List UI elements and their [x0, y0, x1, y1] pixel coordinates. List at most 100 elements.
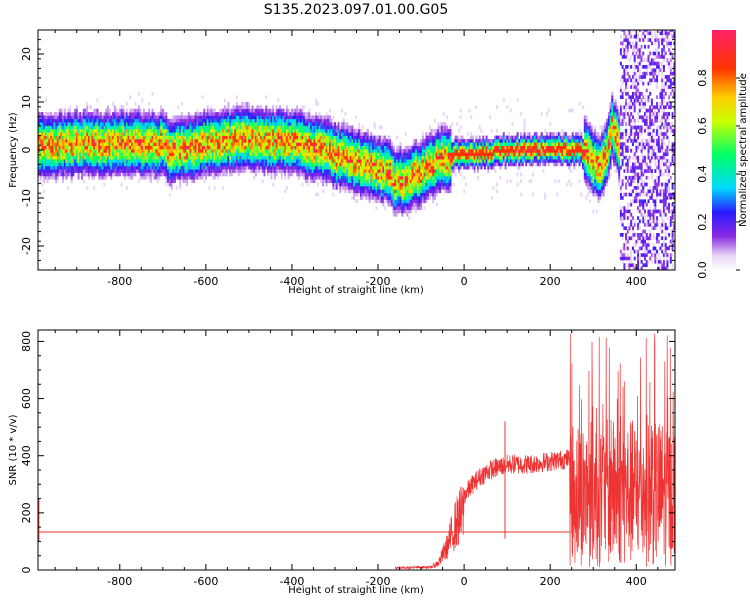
spectrogram-cell	[366, 128, 369, 133]
spectrogram-cell	[246, 159, 249, 163]
spectrogram-cell	[404, 152, 407, 157]
spectrogram-cell	[48, 175, 51, 180]
spectrogram-cell	[65, 139, 68, 143]
spectrogram-cell	[341, 142, 343, 146]
spectrogram-cell	[81, 149, 83, 153]
spectrogram-cell	[399, 142, 402, 146]
spectrogram-cell	[292, 112, 295, 116]
spectrogram-cell	[105, 169, 108, 173]
spectrogram-cell	[265, 128, 268, 133]
spectrogram-cell	[415, 159, 417, 163]
spectrogram-cell	[50, 135, 53, 140]
spectrogram-cell	[151, 135, 154, 140]
spectrogram-cell	[273, 115, 276, 120]
spectrogram-cell	[452, 152, 455, 157]
spectrogram-cell	[60, 122, 63, 126]
spectrogram-cell	[186, 165, 189, 170]
spectrogram-cell	[79, 155, 82, 160]
spectrogram-cell	[38, 155, 40, 160]
spectrogram-cell	[139, 112, 142, 116]
spectrogram-cell	[430, 159, 433, 163]
spectrogram-cell	[213, 172, 216, 177]
spectrogram-cell	[347, 128, 350, 133]
spectrogram-cell	[370, 169, 373, 173]
spectrogram-cell	[242, 128, 245, 133]
spectrogram-cell	[425, 199, 428, 204]
spectrogram-cell	[299, 165, 302, 170]
spectrogram-cell	[187, 122, 190, 126]
spectrogram-cell	[124, 142, 127, 146]
spectrogram-cell	[137, 139, 140, 143]
spectrogram-cell	[167, 122, 170, 126]
spectrogram-cell	[335, 186, 338, 190]
spectrogram-cell	[316, 182, 319, 187]
spectrogram-cell	[439, 152, 442, 157]
spectrogram-cell	[327, 175, 330, 180]
spectrogram-cell	[409, 152, 412, 157]
spectrogram-cell	[63, 159, 66, 163]
spectrogram-cell	[194, 139, 197, 143]
spectrogram-cell	[368, 139, 371, 143]
spectrogram-cell	[172, 145, 175, 150]
spectrogram-cell	[372, 135, 374, 140]
spectrogram-cell	[67, 165, 70, 170]
spectrogram-cell	[165, 179, 168, 183]
spectrogram-cell	[239, 128, 242, 133]
spectrogram-cell	[447, 159, 450, 163]
spectrogram-cell	[347, 186, 350, 190]
spectrogram-cell	[106, 125, 109, 130]
spectrogram-cell	[306, 165, 309, 170]
spectrogram-cell	[385, 169, 388, 173]
spectrogram-cell	[265, 149, 268, 153]
spectrogram-cell	[335, 142, 338, 146]
spectrogram-cell	[280, 172, 283, 177]
spectrogram-cell	[177, 125, 180, 130]
spectrogram-cell	[384, 155, 386, 160]
spectrogram-cell	[268, 122, 271, 126]
spectrogram-cell	[172, 175, 175, 180]
spectrogram-cell	[158, 149, 161, 153]
spectrogram-cell	[129, 135, 132, 140]
spectrogram-cell	[60, 152, 63, 157]
spectrogram-cell	[337, 135, 340, 140]
spectrogram-cell	[186, 125, 189, 130]
spectrogram-cell	[182, 159, 185, 163]
spectrogram-cell	[306, 142, 309, 146]
spectrogram-cell	[322, 132, 325, 136]
spectrogram-cell	[292, 162, 295, 167]
spectrogram-cell	[270, 139, 273, 143]
spectrogram-cell	[48, 162, 51, 167]
spectrogram-cell	[356, 199, 359, 204]
spectrogram-cell	[162, 118, 164, 123]
spectrogram-cell	[44, 165, 47, 170]
spectrogram-cell	[397, 199, 400, 204]
spectrogram-cell	[413, 175, 416, 180]
spectrogram-cell	[79, 139, 82, 143]
spectrogram-cell	[144, 139, 147, 143]
spectrogram-cell	[358, 175, 361, 180]
spectrogram-cell	[298, 118, 300, 123]
spectrogram-cell	[242, 152, 245, 157]
spectrogram-cell	[113, 162, 116, 167]
spectrogram-cell	[403, 155, 405, 160]
spectrogram-cell	[385, 186, 388, 190]
spectrogram-cell	[137, 118, 140, 123]
spectrogram-cell	[365, 189, 368, 194]
spectrogram-cell	[253, 169, 256, 173]
spectrogram-cell	[220, 112, 223, 116]
spectrogram-cell	[385, 159, 388, 163]
spectrogram-cell	[432, 199, 435, 204]
spectrogram-cell	[329, 145, 331, 150]
spectrogram-cell	[215, 135, 218, 140]
spectrogram-cell	[160, 108, 163, 113]
spectrogram-cell	[153, 152, 156, 157]
spectrogram-cell	[260, 132, 263, 136]
spectrogram-cell	[229, 112, 232, 116]
spectrogram-cell	[251, 165, 254, 170]
spectrogram-cell	[205, 142, 207, 146]
spectrogram-cell	[311, 149, 314, 153]
spectrogram-cell	[91, 139, 94, 143]
spectrogram-cell	[69, 108, 71, 113]
spectrogram-cell	[363, 135, 366, 140]
spectrogram-cell	[303, 135, 306, 140]
